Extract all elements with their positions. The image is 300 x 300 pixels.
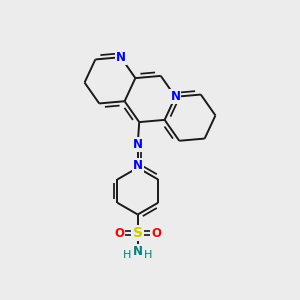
Text: N: N — [133, 138, 143, 151]
Text: S: S — [133, 226, 143, 240]
Text: O: O — [114, 226, 124, 240]
Text: H: H — [123, 250, 131, 260]
Text: N: N — [116, 51, 126, 64]
Text: H: H — [144, 250, 152, 260]
Text: N: N — [170, 90, 180, 103]
Text: O: O — [151, 226, 161, 240]
Text: N: N — [133, 159, 143, 172]
Text: N: N — [133, 244, 143, 258]
